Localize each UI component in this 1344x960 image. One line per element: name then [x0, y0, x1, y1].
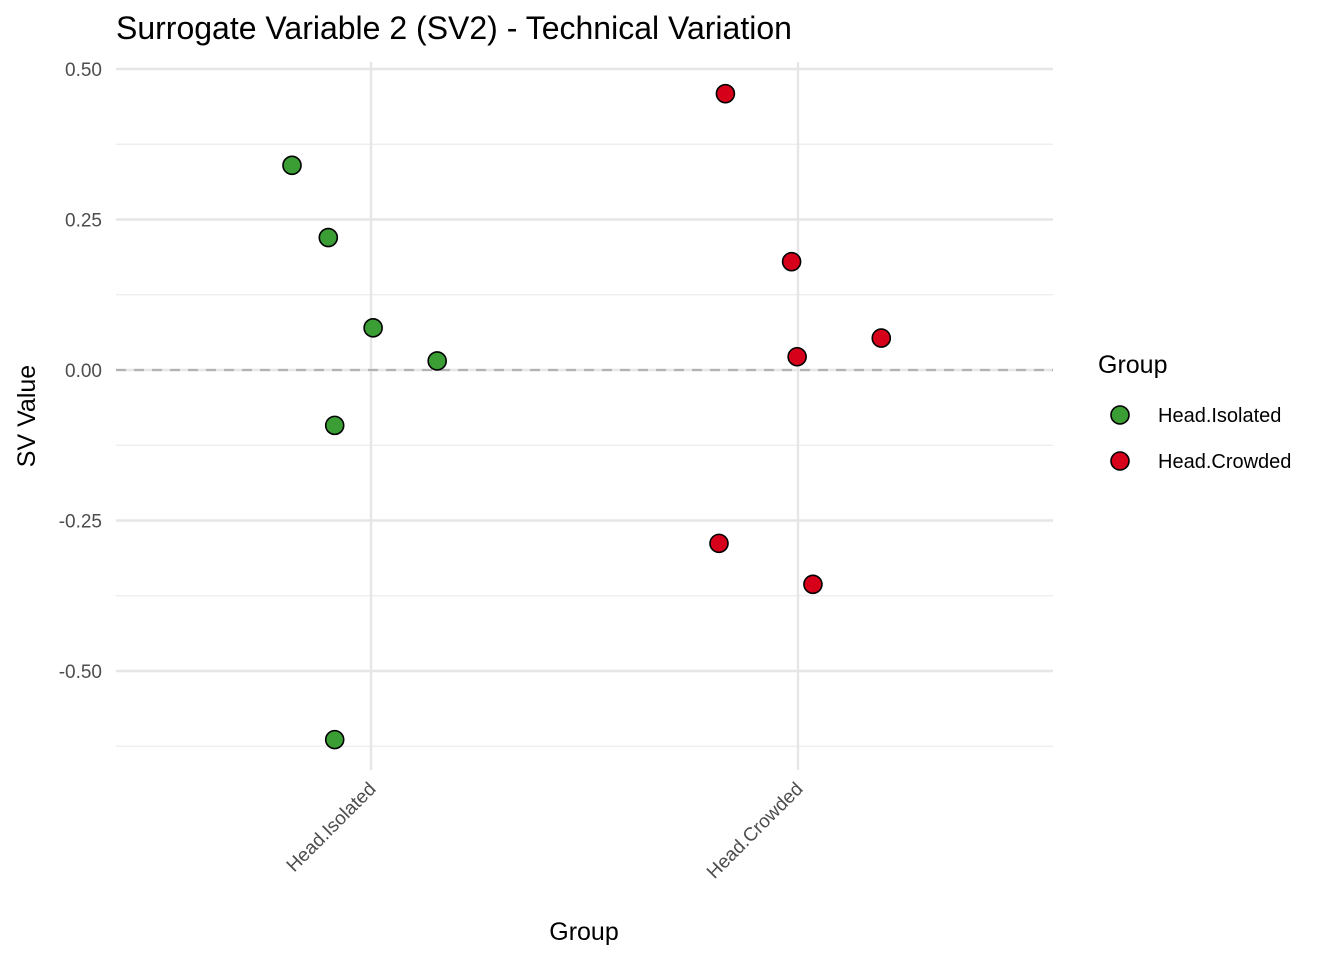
- y-tick-label: -0.50: [59, 662, 102, 683]
- point-head-crowded: [715, 83, 736, 104]
- y-axis-ticks: 0.50 0.25 0.00 -0.25 -0.50: [59, 60, 102, 683]
- legend-label: Head.Isolated: [1158, 405, 1281, 427]
- y-tick-label: -0.25: [59, 512, 102, 533]
- point-head-isolated: [282, 155, 302, 176]
- x-axis-title: Group: [549, 918, 618, 946]
- point-head-crowded: [787, 346, 807, 367]
- point-head-isolated: [318, 227, 339, 248]
- x-tick-label: Head.Isolated: [283, 779, 381, 877]
- legend-items: Head.Isolated Head.Crowded: [1110, 405, 1291, 473]
- minor-gridlines: [116, 143, 1053, 747]
- legend: Group Head.Isolated Head.Crowded: [1098, 351, 1291, 473]
- x-axis-ticks: Head.Isolated Head.Crowded: [283, 779, 808, 883]
- point-head-isolated: [363, 318, 383, 338]
- y-tick-label: 0.25: [65, 211, 102, 232]
- y-axis-title: SV Value: [13, 365, 41, 467]
- data-points: [282, 83, 892, 750]
- point-head-isolated: [324, 729, 345, 750]
- point-head-crowded: [871, 328, 892, 348]
- point-head-isolated: [324, 415, 345, 436]
- x-tick-label: Head.Crowded: [703, 779, 807, 883]
- legend-label: Head.Crowded: [1158, 451, 1291, 473]
- point-head-isolated: [427, 351, 447, 371]
- major-gridlines: [116, 62, 1053, 770]
- point-head-crowded: [709, 533, 729, 554]
- legend-key: [1110, 451, 1130, 471]
- y-tick-label: 0.00: [65, 361, 102, 382]
- legend-key: [1110, 405, 1130, 425]
- y-tick-label: 0.50: [65, 60, 102, 81]
- chart-title: Surrogate Variable 2 (SV2) - Technical V…: [116, 10, 792, 46]
- point-head-crowded: [803, 574, 823, 595]
- legend-title: Group: [1098, 351, 1167, 379]
- point-head-crowded: [781, 251, 802, 272]
